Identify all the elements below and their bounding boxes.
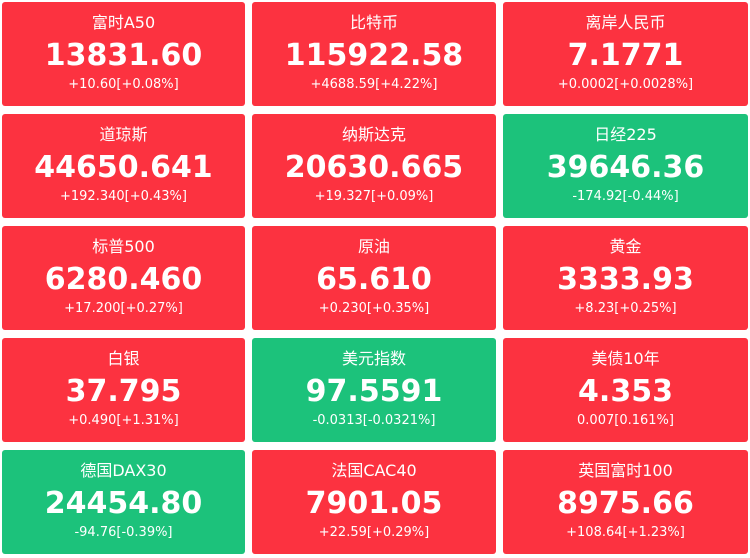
quote-tile[interactable]: 白银 37.795 +0.490[+1.31%]	[2, 338, 245, 442]
quote-name: 美债10年	[591, 349, 660, 368]
quote-tile[interactable]: 英国富时100 8975.66 +108.64[+1.23%]	[503, 450, 748, 554]
quote-change: +10.60[+0.08%]	[68, 77, 179, 92]
quote-change: +8.23[+0.25%]	[574, 301, 677, 316]
quote-change: +0.230[+0.35%]	[318, 301, 430, 316]
quote-price: 39646.36	[546, 150, 705, 185]
quote-price: 3333.93	[557, 262, 694, 297]
quote-price: 24454.80	[44, 486, 203, 521]
quote-name: 日经225	[594, 125, 657, 144]
quote-tile[interactable]: 道琼斯 44650.641 +192.340[+0.43%]	[2, 114, 245, 218]
quote-change: +22.59[+0.29%]	[318, 525, 430, 540]
quote-price: 20630.665	[284, 150, 464, 185]
quote-change: +0.0002[+0.0028%]	[557, 77, 694, 92]
quote-name: 德国DAX30	[80, 461, 167, 480]
quote-price: 97.5591	[305, 374, 443, 409]
quote-name: 离岸人民币	[585, 13, 666, 32]
quote-price: 13831.60	[44, 38, 203, 73]
quote-change: +192.340[+0.43%]	[60, 189, 187, 204]
quote-tile[interactable]: 美债10年 4.353 0.007[0.161%]	[503, 338, 748, 442]
quote-tile[interactable]: 标普500 6280.460 +17.200[+0.27%]	[2, 226, 245, 330]
quote-change: 0.007[0.161%]	[577, 413, 674, 428]
quote-price: 7901.05	[305, 486, 443, 521]
quote-name: 原油	[357, 237, 390, 256]
quote-name: 英国富时100	[578, 461, 673, 480]
quote-change: +17.200[+0.27%]	[64, 301, 183, 316]
quote-tile[interactable]: 离岸人民币 7.1771 +0.0002[+0.0028%]	[503, 2, 748, 106]
quote-tile[interactable]: 法国CAC40 7901.05 +22.59[+0.29%]	[252, 450, 496, 554]
quote-name: 黄金	[609, 237, 642, 256]
quote-change: +19.327[+0.09%]	[314, 189, 434, 204]
quote-tile[interactable]: 纳斯达克 20630.665 +19.327[+0.09%]	[252, 114, 496, 218]
quote-tile[interactable]: 比特币 115922.58 +4688.59[+4.22%]	[252, 2, 496, 106]
quote-name: 白银	[107, 349, 140, 368]
quote-name: 富时A50	[91, 13, 156, 32]
quote-tile[interactable]: 日经225 39646.36 -174.92[-0.44%]	[503, 114, 748, 218]
quote-tile[interactable]: 原油 65.610 +0.230[+0.35%]	[252, 226, 496, 330]
quote-price: 115922.58	[284, 38, 464, 73]
quote-name: 纳斯达克	[341, 125, 406, 144]
quote-price: 6280.460	[44, 262, 203, 297]
quote-tile[interactable]: 美元指数 97.5591 -0.0313[-0.0321%]	[252, 338, 496, 442]
quote-tile[interactable]: 德国DAX30 24454.80 -94.76[-0.39%]	[2, 450, 245, 554]
quote-change: +0.490[+1.31%]	[68, 413, 179, 428]
quote-price: 7.1771	[567, 38, 684, 73]
quote-price: 8975.66	[557, 486, 694, 521]
quote-name: 美元指数	[341, 349, 406, 368]
quote-change: -0.0313[-0.0321%]	[312, 413, 436, 428]
quote-name: 比特币	[349, 13, 398, 32]
quote-name: 标普500	[92, 237, 155, 256]
quote-price: 65.610	[316, 262, 432, 297]
quote-price: 4.353	[578, 374, 673, 409]
quote-tile[interactable]: 富时A50 13831.60 +10.60[+0.08%]	[2, 2, 245, 106]
quote-tile[interactable]: 黄金 3333.93 +8.23[+0.25%]	[503, 226, 748, 330]
quote-price: 44650.641	[34, 150, 213, 185]
quote-change: +4688.59[+4.22%]	[310, 77, 438, 92]
quote-name: 道琼斯	[99, 125, 148, 144]
quote-name: 法国CAC40	[331, 461, 417, 480]
quote-price: 37.795	[65, 374, 182, 409]
quote-change: +108.64[+1.23%]	[566, 525, 685, 540]
quote-change: -94.76[-0.39%]	[74, 525, 173, 540]
quote-change: -174.92[-0.44%]	[572, 189, 679, 204]
